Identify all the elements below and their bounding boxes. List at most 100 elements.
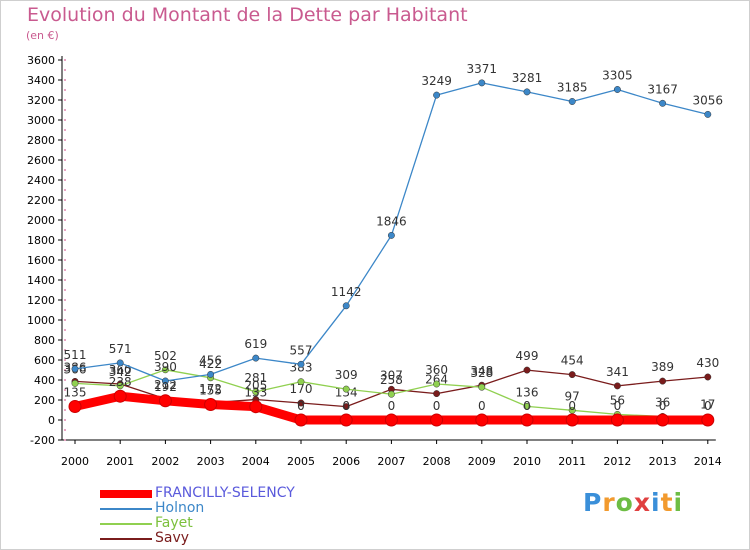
data-point: [252, 354, 260, 362]
x-tick-label: 2002: [151, 455, 179, 468]
data-label: 281: [244, 371, 267, 385]
logo-letter: i: [651, 488, 661, 517]
data-label: 212: [154, 378, 177, 392]
data-label: 3281: [512, 71, 543, 85]
y-tick-label: 0: [48, 414, 55, 427]
data-point: [342, 302, 350, 310]
data-label: 170: [290, 382, 313, 396]
data-label: 258: [380, 373, 403, 387]
data-point: [523, 88, 531, 96]
proxiti-logo: Proxiti: [583, 488, 683, 517]
data-point: [433, 91, 441, 99]
data-label: 3167: [647, 82, 678, 96]
data-label: 0: [704, 399, 712, 413]
data-point: [297, 399, 305, 407]
legend-swatch: [100, 538, 152, 540]
data-label: 238: [109, 375, 132, 389]
data-label: 456: [199, 353, 222, 367]
data-label: 511: [64, 348, 87, 362]
data-label: 389: [651, 360, 674, 374]
data-label: 3371: [467, 62, 498, 76]
x-tick-label: 2004: [242, 455, 270, 468]
data-label: 0: [659, 399, 667, 413]
y-tick-label: 400: [34, 374, 55, 387]
data-label: 454: [561, 354, 584, 368]
x-tick-label: 2007: [377, 455, 405, 468]
y-tick-label: 1800: [27, 234, 55, 247]
x-tick-label: 2011: [558, 455, 586, 468]
data-label: 56: [610, 393, 625, 407]
legend-swatch: [100, 523, 152, 525]
data-point: [71, 365, 79, 373]
logo-letter: t: [660, 488, 674, 517]
data-label: 430: [696, 356, 719, 370]
data-point: [387, 231, 395, 239]
y-tick-label: 3000: [27, 114, 55, 127]
data-label: 172: [199, 382, 222, 396]
x-tick-label: 2001: [106, 455, 134, 468]
data-label: 360: [109, 363, 132, 377]
data-point: [158, 394, 172, 408]
data-label: 136: [516, 385, 539, 399]
data-label: 0: [523, 399, 531, 413]
data-point: [384, 413, 398, 427]
x-tick-label: 2012: [603, 455, 631, 468]
data-label: 0: [478, 399, 486, 413]
data-label: 0: [433, 399, 441, 413]
data-point: [613, 86, 621, 93]
data-point: [161, 366, 169, 374]
y-tick-label: 1600: [27, 254, 55, 267]
y-tick-label: 600: [34, 354, 55, 367]
data-label: 97: [565, 389, 580, 403]
y-tick-label: 3600: [27, 54, 55, 67]
logo-letter: P: [583, 488, 603, 517]
data-label: 3249: [421, 74, 452, 88]
x-tick-label: 2005: [287, 455, 315, 468]
data-label: 3056: [693, 93, 724, 107]
data-label: 1846: [376, 214, 407, 228]
x-tick-label: 2010: [513, 455, 541, 468]
data-label: 3185: [557, 81, 588, 95]
legend-label: Savy: [155, 530, 190, 546]
data-point: [339, 413, 353, 427]
data-point: [433, 380, 441, 388]
data-label: 3305: [602, 69, 633, 83]
data-label: 0: [388, 399, 396, 413]
y-tick-label: 2200: [27, 194, 55, 207]
data-label: 499: [516, 349, 539, 363]
logo-letter: i: [673, 488, 684, 517]
data-label: 571: [109, 342, 132, 356]
data-point: [116, 382, 124, 390]
x-tick-label: 2003: [197, 455, 225, 468]
x-tick-label: 2000: [61, 455, 89, 468]
data-point: [342, 385, 350, 393]
data-point: [568, 98, 576, 105]
data-label: 309: [335, 368, 358, 382]
data-point: [659, 99, 667, 107]
data-label: 342: [109, 365, 132, 379]
data-point: [161, 377, 169, 385]
data-point: [116, 359, 124, 367]
data-point: [71, 379, 79, 387]
x-tick-label: 2014: [694, 455, 722, 468]
data-point: [249, 400, 263, 414]
y-tick-label: 2600: [27, 154, 55, 167]
x-tick-label: 2013: [649, 455, 677, 468]
data-point: [204, 398, 218, 411]
data-point: [387, 390, 395, 398]
data-label: 135: [64, 386, 87, 400]
data-label: 341: [606, 365, 629, 379]
y-tick-label: 800: [34, 334, 55, 347]
data-point: [294, 413, 308, 427]
data-label: 36: [655, 395, 670, 409]
data-label: 133: [244, 386, 267, 400]
logo-letter: r: [602, 488, 616, 517]
data-label: 155: [199, 384, 222, 398]
logo-letter: x: [633, 488, 651, 517]
y-tick-label: -200: [30, 434, 55, 447]
data-point: [475, 413, 489, 427]
data-point: [478, 79, 486, 87]
data-label: 17: [700, 397, 715, 411]
data-point: [704, 373, 712, 381]
